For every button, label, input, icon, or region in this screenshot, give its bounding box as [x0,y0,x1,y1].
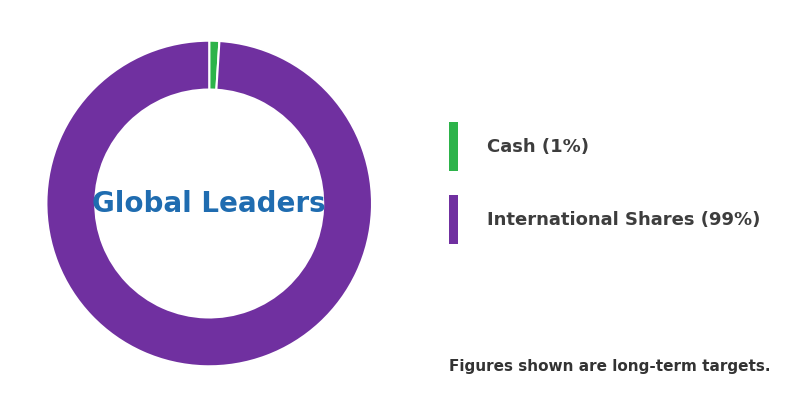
Wedge shape [209,41,219,90]
Wedge shape [46,41,372,366]
Text: International Shares (99%): International Shares (99%) [486,211,760,229]
Text: Cash (1%): Cash (1%) [486,138,588,155]
Text: Global Leaders: Global Leaders [92,190,326,217]
Text: Figures shown are long-term targets.: Figures shown are long-term targets. [449,359,770,374]
Bar [449,122,458,171]
Bar [449,195,458,244]
